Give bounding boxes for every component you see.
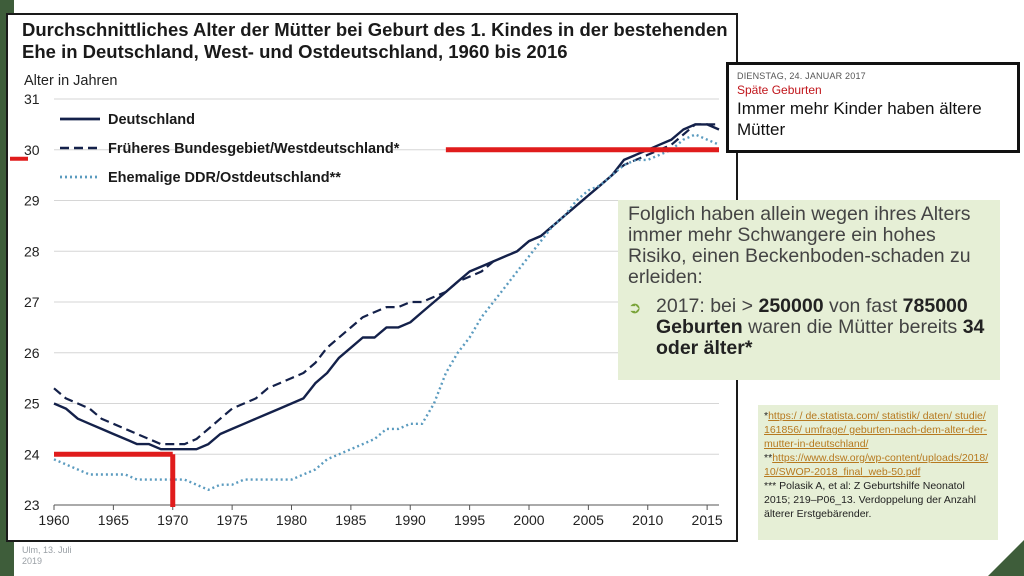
bullet-part-2: von fast <box>823 295 903 317</box>
bullet-bold-births: 250000 <box>758 295 824 317</box>
legend-label-3: Ehemalige DDR/Ostdeutschland** <box>108 170 341 186</box>
reference-1: *https:/ / de.statista.com/ statistik/ d… <box>764 409 992 451</box>
series-line-2 <box>53 123 719 446</box>
reference-3: *** Polasik A, et al: Z Geburtshilfe Neo… <box>764 480 976 520</box>
references-box: *https:/ / de.statista.com/ statistik/ d… <box>758 405 998 540</box>
x-tick-label: 1990 <box>395 512 426 528</box>
legend-label-2: Früheres Bundesgebiet/Westdeutschland* <box>108 141 400 157</box>
bullet-text: 2017: bei > 250000 von fast 785000 Gebur… <box>656 296 990 359</box>
y-tick-label: 25 <box>24 396 40 412</box>
reference-2-prefix: ** <box>764 452 773 464</box>
reference-1-link[interactable]: https:/ / de.statista.com/ statistik/ da… <box>764 410 987 450</box>
y-tick-label: 30 <box>24 142 40 158</box>
y-tick-label: 31 <box>24 91 40 107</box>
news-date: DIENSTAG, 24. JANUAR 2017 <box>737 71 866 81</box>
news-clipping: DIENSTAG, 24. JANUAR 2017 Späte Geburten… <box>726 62 1020 153</box>
news-kicker: Späte Geburten <box>737 83 822 97</box>
bullet-part-1: 2017: bei > <box>656 295 759 317</box>
y-tick-label: 27 <box>24 294 40 310</box>
x-tick-label: 1975 <box>217 512 248 528</box>
x-tick-label: 1965 <box>98 512 129 528</box>
footer-date: Ulm, 13. Juli 2019 <box>22 545 72 567</box>
info-bullet: ➲ 2017: bei > 250000 von fast 785000 Geb… <box>628 296 990 359</box>
bullet-bold-age: 34 oder älter* <box>656 316 985 359</box>
x-tick-label: 2005 <box>573 512 604 528</box>
news-headline: Immer mehr Kinder haben ältere Mütter <box>737 99 982 139</box>
y-tick-label: 28 <box>24 243 40 259</box>
x-tick-label: 1970 <box>157 512 188 528</box>
series-line-3 <box>53 133 720 491</box>
series-line-1 <box>53 123 720 451</box>
info-intro: Folglich haben allein wegen ihres Alters… <box>628 203 971 288</box>
x-tick-label: 2010 <box>632 512 663 528</box>
x-tick-label: 1980 <box>276 512 307 528</box>
info-box: Folglich haben allein wegen ihres Alters… <box>618 200 1000 380</box>
x-tick-label: 2000 <box>513 512 544 528</box>
x-tick-label: 1995 <box>454 512 485 528</box>
y-tick-label: 26 <box>24 345 40 361</box>
y-tick-label: 29 <box>24 193 40 209</box>
footer-date-line-1: Ulm, 13. Juli <box>22 545 72 555</box>
bullet-part-3: waren die Mütter bereits <box>742 316 963 338</box>
reference-1-prefix: * <box>764 410 769 422</box>
x-tick-label: 1960 <box>38 512 69 528</box>
y-tick-label: 24 <box>24 446 40 462</box>
corner-accent <box>988 540 1024 576</box>
arrow-bullet-icon: ➲ <box>628 300 642 317</box>
legend-label-1: Deutschland <box>108 112 195 128</box>
bullet-bold-total: 785000 Geburten <box>656 295 968 338</box>
y-axis-label: Alter in Jahren <box>24 73 118 89</box>
y-tick-label: 23 <box>24 497 40 513</box>
reference-2-link[interactable]: https://www.dsw.org/wp-content/uploads/2… <box>764 452 989 478</box>
footer-date-line-2: 2019 <box>22 556 43 566</box>
chart-title: Durchschnittliches Alter der Mütter bei … <box>22 19 728 62</box>
x-tick-label: 1985 <box>335 512 366 528</box>
reference-2: **https://www.dsw.org/wp-content/uploads… <box>764 451 992 479</box>
chart-svg: 23 24 25 26 27 28 29 30 31 1960 1965 1970 1975 1980 19… <box>10 73 723 528</box>
x-tick-label: 2015 <box>692 512 723 528</box>
